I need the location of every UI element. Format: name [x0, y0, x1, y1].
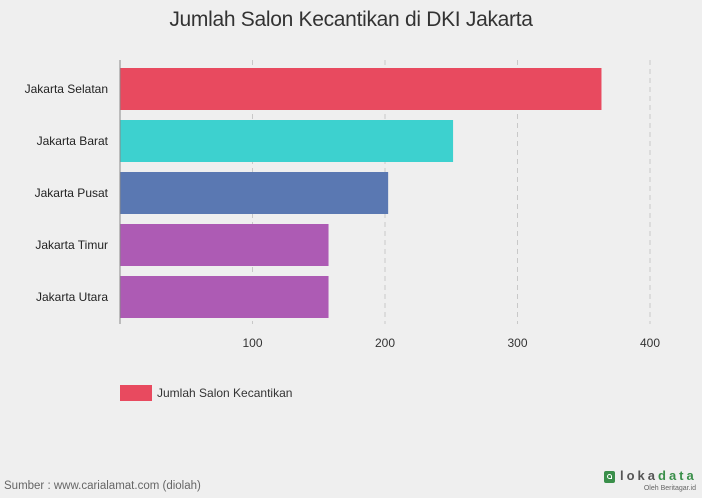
category-label: Jakarta Barat: [37, 134, 109, 148]
x-tick-label: 100: [242, 336, 262, 350]
bar: [120, 120, 454, 162]
legend-swatch: [120, 385, 152, 401]
category-label: Jakarta Selatan: [25, 82, 108, 96]
chart-legend[interactable]: Jumlah Salon Kecantikan: [120, 385, 292, 401]
bar: [120, 68, 602, 110]
brand-wordmark: lokadata: [620, 468, 697, 483]
source-note: Sumber : www.carialamat.com (diolah): [4, 480, 201, 492]
x-tick-label: 200: [375, 336, 395, 350]
leaf-icon: [604, 471, 615, 483]
category-label: Jakarta Pusat: [35, 186, 109, 200]
category-label: Jakarta Utara: [36, 290, 108, 304]
bar: [120, 224, 329, 266]
bar: [120, 276, 329, 318]
chart-title: Jumlah Salon Kecantikan di DKI Jakarta: [169, 8, 533, 31]
bar-chart: 100 200 300 400 Jakarta Selatan Jakarta Barat…: [25, 60, 660, 350]
x-tick-label: 300: [507, 336, 527, 350]
legend-label: Jumlah Salon Kecantikan: [157, 386, 293, 400]
bar: [120, 172, 389, 214]
x-tick-label: 400: [640, 336, 660, 350]
brand-subtitle: Oleh Beritagar.id: [643, 485, 696, 492]
category-label: Jakarta Timur: [35, 238, 108, 252]
brand-logo: lokadata Oleh Beritagar.id: [604, 468, 698, 494]
